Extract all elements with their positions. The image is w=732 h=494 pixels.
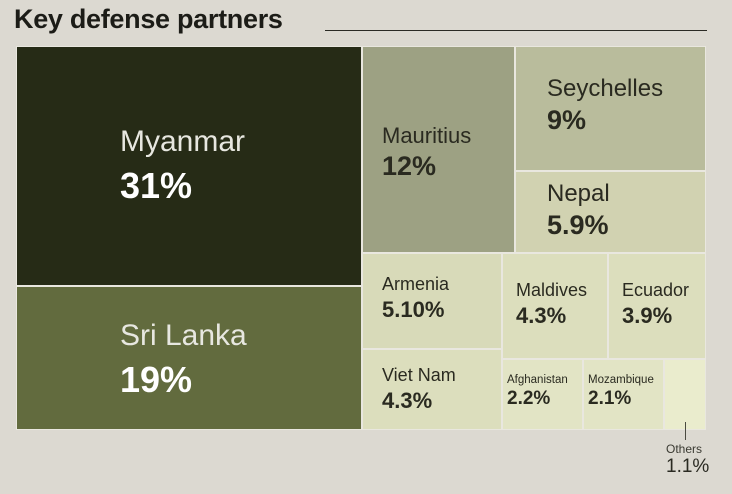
cell-value: 5.10% (382, 297, 445, 322)
treemap-cell-maldives: Maldives 4.3% (502, 253, 608, 359)
treemap-cell-ecuador: Ecuador 3.9% (608, 253, 706, 359)
cell-label: Myanmar 31% (120, 125, 245, 207)
cell-label: Mozambique 2.1% (588, 374, 654, 410)
cell-label: Maldives 4.3% (516, 280, 587, 329)
treemap-cell-seychelles: Seychelles 9% (515, 46, 706, 171)
cell-value: 19% (120, 359, 193, 400)
cell-name: Armenia (382, 274, 450, 294)
treemap-cell-mauritius: Mauritius 12% (362, 46, 515, 253)
chart-title: Key defense partners (14, 4, 283, 34)
cell-value: 9% (547, 105, 587, 135)
cell-label: Ecuador 3.9% (622, 280, 689, 329)
cell-label: Armenia 5.10% (382, 274, 449, 323)
cell-name: Nepal (547, 180, 610, 207)
cell-label: Mauritius 12% (382, 123, 471, 182)
cell-label: Nepal 5.9% (547, 180, 610, 241)
cell-value: 2.2% (507, 388, 551, 409)
treemap-cell-myanmar: Myanmar 31% (16, 46, 362, 286)
others-leader-line (685, 422, 686, 440)
treemap-cell-others (664, 359, 706, 430)
others-label: Others (666, 442, 703, 456)
others-value: 1.1% (666, 456, 710, 477)
cell-name: Ecuador (622, 280, 690, 300)
cell-value: 4.3% (516, 303, 567, 328)
cell-label: Afghanistan 2.2% (507, 374, 568, 410)
cell-value: 3.9% (622, 303, 673, 328)
cell-name: Viet Nam (382, 365, 456, 385)
cell-name: Sri Lanka (120, 319, 247, 352)
treemap-cell-sri-lanka: Sri Lanka 19% (16, 286, 362, 430)
cell-label: Sri Lanka 19% (120, 319, 247, 401)
cell-name: Myanmar (120, 125, 246, 158)
treemap-cell-nepal: Nepal 5.9% (515, 171, 706, 253)
cell-name: Mozambique (588, 374, 654, 386)
treemap-cell-viet-nam: Viet Nam 4.3% (362, 349, 502, 430)
treemap: Myanmar 31% Sri Lanka 19% Mauritius 12% Seyche… (16, 46, 706, 430)
cell-label: Seychelles 9% (547, 75, 663, 136)
cell-name: Mauritius (382, 123, 472, 148)
cell-value: 5.9% (547, 210, 609, 240)
treemap-cell-armenia: Armenia 5.10% (362, 253, 502, 349)
cell-value: 12% (382, 151, 437, 181)
title-rule (325, 30, 707, 31)
cell-name: Seychelles (547, 75, 664, 102)
cell-name: Afghanistan (507, 374, 568, 386)
cell-value: 4.3% (382, 388, 433, 413)
cell-name: Maldives (516, 280, 588, 300)
treemap-cell-mozambique: Mozambique 2.1% (583, 359, 664, 430)
cell-label: Viet Nam 4.3% (382, 365, 456, 414)
cell-value: 2.1% (588, 388, 632, 409)
cell-value: 31% (120, 165, 193, 206)
treemap-cell-afghanistan: Afghanistan 2.2% (502, 359, 583, 430)
